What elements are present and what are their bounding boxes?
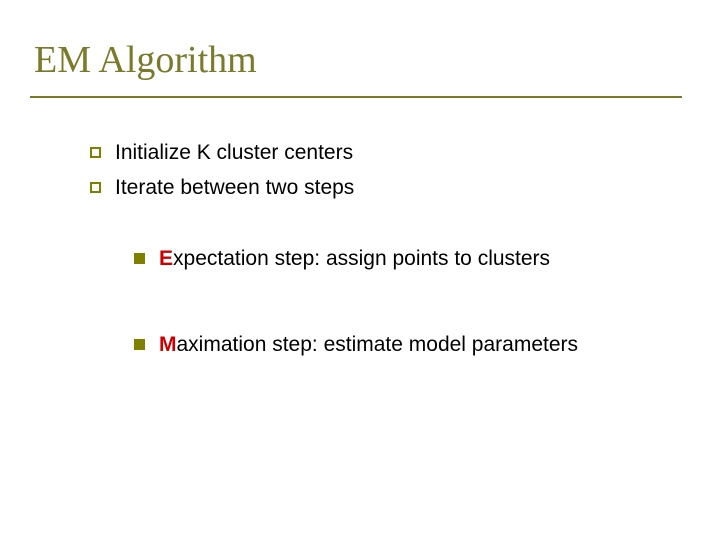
sub-bullet-item: Maximation step: estimate model paramete…	[134, 332, 690, 357]
open-square-bullet-icon	[90, 182, 101, 193]
slide-title: EM Algorithm	[34, 38, 257, 82]
sub-bullet-rest: xpectation step: assign points to cluste…	[173, 247, 550, 270]
solid-square-bullet-icon	[134, 253, 145, 264]
sub-bullet-rest: aximation step: estimate model parameter…	[177, 333, 579, 356]
sub-bullet-text: Expectation step: assign points to clust…	[159, 246, 550, 271]
solid-square-bullet-icon	[134, 339, 145, 350]
sub-bullet-item: Expectation step: assign points to clust…	[134, 246, 690, 271]
bullet-item: Iterate between two steps	[90, 175, 690, 200]
bullet-text: Iterate between two steps	[115, 175, 354, 200]
bullet-text: Initialize K cluster centers	[115, 140, 353, 165]
sub-bullet-text: Maximation step: estimate model paramete…	[159, 332, 578, 357]
title-underline	[30, 96, 682, 98]
slide: EM Algorithm Initialize K cluster center…	[0, 0, 720, 540]
bullet-item: Initialize K cluster centers	[90, 140, 690, 165]
highlight-letter: E	[159, 247, 173, 270]
highlight-letter: M	[159, 333, 177, 356]
open-square-bullet-icon	[90, 147, 101, 158]
slide-body: Initialize K cluster centers Iterate bet…	[90, 140, 690, 357]
